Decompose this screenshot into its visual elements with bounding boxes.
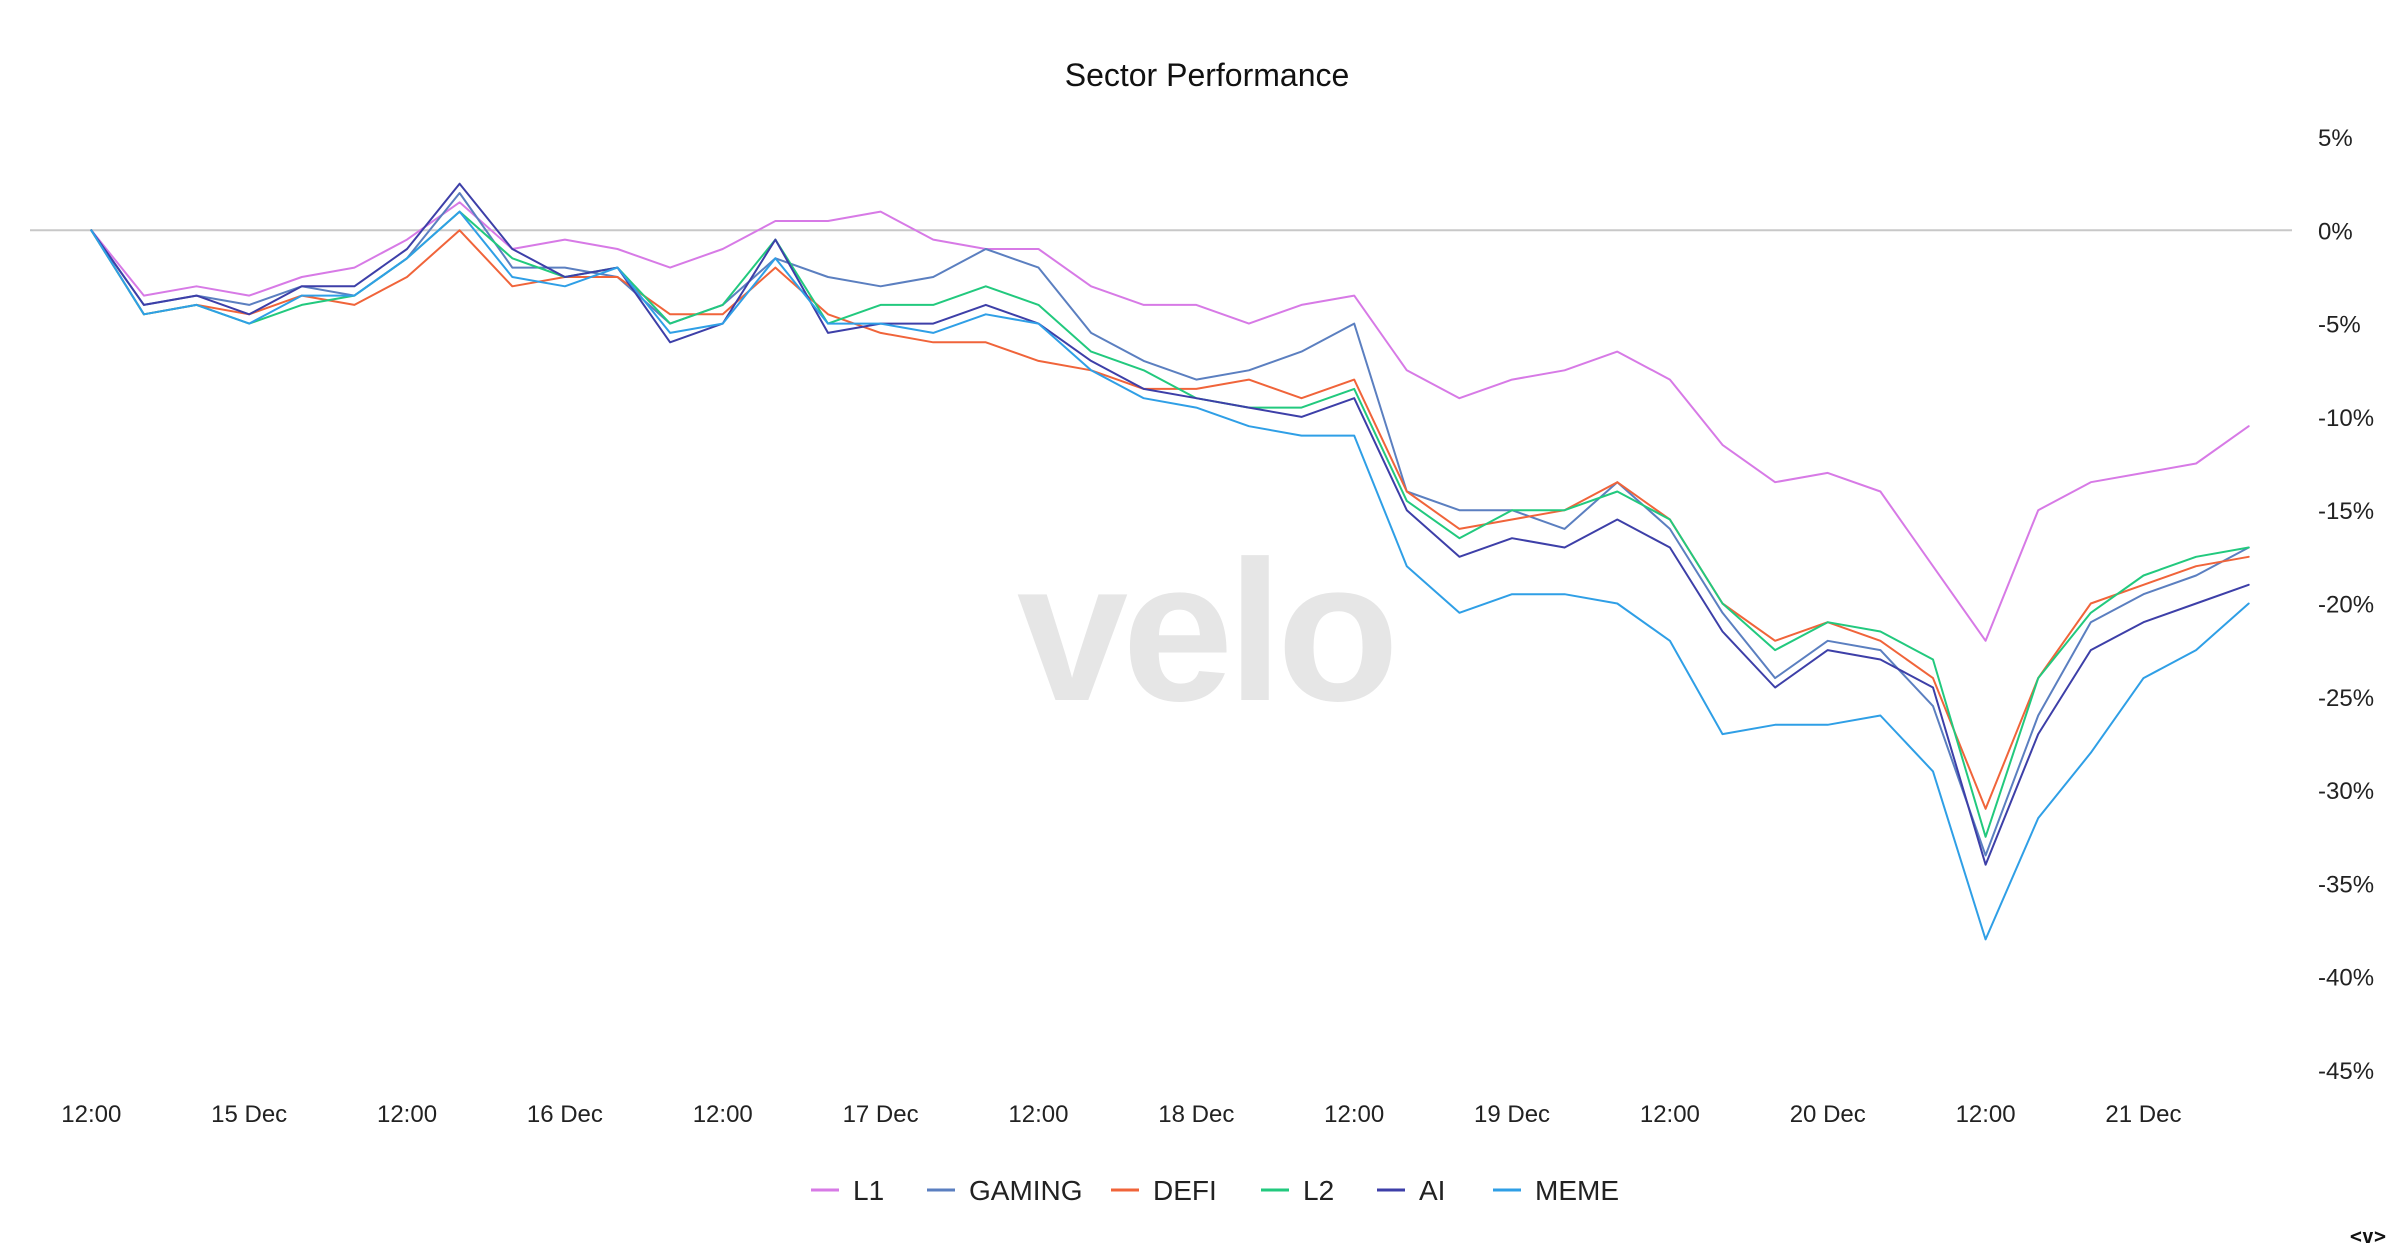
legend: L1 GAMING DEFI L2 AI MEME: [811, 1175, 1619, 1206]
y-tick-label: -25%: [2318, 685, 2374, 712]
series-line-gaming: [90, 192, 2250, 857]
y-tick-label: -10%: [2318, 405, 2374, 432]
x-tick-label: 15 Dec: [211, 1101, 287, 1128]
x-tick-label: 12:00: [377, 1101, 437, 1128]
y-tick-label: -40%: [2318, 965, 2374, 992]
x-tick-label: 16 Dec: [527, 1101, 603, 1128]
legend-item-defi[interactable]: DEFI: [1111, 1175, 1217, 1206]
y-tick-label: -20%: [2318, 592, 2374, 619]
legend-label: L2: [1303, 1175, 1334, 1206]
x-tick-label: 17 Dec: [843, 1101, 919, 1128]
y-tick-label: -5%: [2318, 312, 2361, 339]
legend-item-l1[interactable]: L1: [811, 1175, 884, 1206]
legend-item-l2[interactable]: L2: [1261, 1175, 1334, 1206]
legend-label: DEFI: [1153, 1175, 1217, 1206]
x-tick-label: 20 Dec: [1790, 1101, 1866, 1128]
legend-item-ai[interactable]: AI: [1377, 1175, 1445, 1206]
y-tick-label: -45%: [2318, 1058, 2374, 1085]
legend-item-meme[interactable]: MEME: [1493, 1175, 1619, 1206]
x-tick-label: 19 Dec: [1474, 1101, 1550, 1128]
legend-label: GAMING: [969, 1175, 1083, 1206]
series-line-ai: [90, 182, 2250, 866]
x-tick-label: 12:00: [1956, 1101, 2016, 1128]
x-tick-label: 12:00: [1008, 1101, 1068, 1128]
series-line-l1: [90, 201, 2250, 642]
x-axis: 12:00 15 Dec 12:00 16 Dec 12:00 17 Dec 12:00 18…: [61, 1101, 2181, 1128]
series-lines: [90, 182, 2250, 941]
x-tick-label: 21 Dec: [2105, 1101, 2181, 1128]
x-tick-label: 12:00: [693, 1101, 753, 1128]
x-tick-label: 12:00: [1324, 1101, 1384, 1128]
legend-label: MEME: [1535, 1175, 1619, 1206]
series-line-defi: [90, 229, 2250, 810]
x-tick-label: 12:00: [61, 1101, 121, 1128]
y-tick-label: 5%: [2318, 125, 2353, 152]
y-tick-label: 0%: [2318, 218, 2353, 245]
x-tick-label: 18 Dec: [1158, 1101, 1234, 1128]
legend-item-gaming[interactable]: GAMING: [927, 1175, 1083, 1206]
velo-watermark: velo: [1017, 520, 1393, 743]
y-tick-label: -35%: [2318, 871, 2374, 898]
legend-label: L1: [853, 1175, 884, 1206]
x-tick-label: 12:00: [1640, 1101, 1700, 1128]
y-tick-label: -30%: [2318, 778, 2374, 805]
chart-nav-toggle[interactable]: <v>: [2349, 1224, 2386, 1248]
series-line-meme: [90, 210, 2250, 941]
y-tick-label: -15%: [2318, 498, 2374, 525]
y-axis: 5% 0% -5% -10% -15% -20% -25% -30% -35% -40% -45%: [2318, 125, 2374, 1085]
chart-title: Sector Performance: [1065, 57, 1350, 93]
legend-label: AI: [1419, 1175, 1445, 1206]
